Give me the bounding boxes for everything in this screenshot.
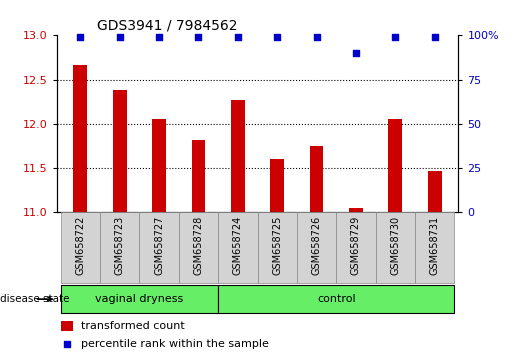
Text: GSM658725: GSM658725 [272,216,282,275]
Bar [428,171,441,212]
Bar [100,212,140,283]
Point [273,34,281,40]
Bar [61,285,218,314]
Bar [73,64,87,212]
Bar [218,212,258,283]
Bar [297,212,336,283]
Bar [349,208,363,212]
Text: GDS3941 / 7984562: GDS3941 / 7984562 [97,19,237,33]
Text: GSM658726: GSM658726 [312,216,321,275]
Bar [218,285,454,314]
Bar [388,119,402,212]
Bar [258,212,297,283]
Text: vaginal dryness: vaginal dryness [95,294,183,304]
Bar [375,212,415,283]
Point [391,34,400,40]
Text: GSM658729: GSM658729 [351,216,361,275]
Bar [336,212,375,283]
Bar [192,140,205,212]
Bar [270,159,284,212]
Bar [61,212,100,283]
Bar [61,320,73,331]
Text: GSM658724: GSM658724 [233,216,243,275]
Point [76,34,84,40]
Point [62,341,71,347]
Point [352,50,360,56]
Text: GSM658731: GSM658731 [430,216,440,275]
Point [115,34,124,40]
Text: GSM658722: GSM658722 [75,216,85,275]
Text: GSM658727: GSM658727 [154,216,164,275]
Bar [415,212,454,283]
Point [155,34,163,40]
Text: GSM658723: GSM658723 [115,216,125,275]
Bar [310,146,323,212]
Point [194,34,202,40]
Text: control: control [317,294,355,304]
Point [234,34,242,40]
Text: GSM658730: GSM658730 [390,216,400,275]
Text: GSM658728: GSM658728 [194,216,203,275]
Bar [231,100,245,212]
Bar [152,119,166,212]
Point [313,34,321,40]
Bar [140,212,179,283]
Bar [113,90,127,212]
Text: transformed count: transformed count [81,321,184,331]
Text: percentile rank within the sample: percentile rank within the sample [81,339,269,349]
Point [431,34,439,40]
Bar [179,212,218,283]
Text: disease state: disease state [0,294,70,304]
